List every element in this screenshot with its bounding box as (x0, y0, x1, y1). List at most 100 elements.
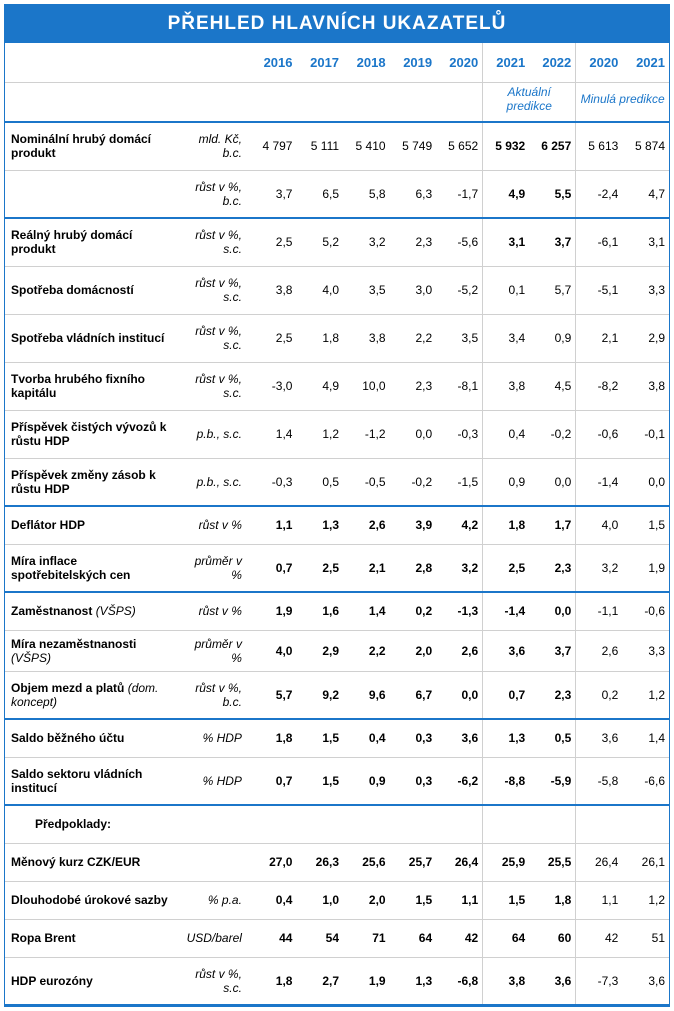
row-label-text: Příspěvek změny zásob k růstu HDP (11, 468, 156, 496)
cell: 1,0 (296, 881, 343, 919)
cell: 4,0 (296, 266, 343, 314)
cell: 42 (436, 919, 483, 957)
year-2020-prev: 2020 (576, 43, 623, 83)
table-row: Deflátor HDPrůst v %1,11,32,63,94,21,81,… (5, 506, 669, 544)
row-label-text: Reálný hrubý domácí produkt (11, 228, 132, 256)
row-label-suffix: (VŠPS) (11, 651, 51, 665)
cell: 0,9 (529, 314, 576, 362)
row-label: Příspěvek změny zásob k růstu HDP (5, 458, 177, 506)
cell: 3,8 (622, 362, 669, 410)
title-bar: PŘEHLED HLAVNÍCH UKAZATELŮ (5, 5, 669, 43)
cell: 3,1 (483, 218, 530, 266)
table-row: HDP eurozónyrůst v %, s.c.1,82,71,91,3-6… (5, 957, 669, 1005)
row-label-text: Tvorba hrubého fixního kapitálu (11, 372, 145, 400)
cell: -5,1 (576, 266, 623, 314)
cell: 2,0 (343, 881, 390, 919)
cell: 0,0 (529, 592, 576, 630)
cell: 27,0 (250, 843, 297, 881)
cell: 2,2 (390, 314, 437, 362)
cell: 3,8 (483, 362, 530, 410)
cell: 4,9 (483, 170, 530, 218)
year-2016: 2016 (250, 43, 297, 83)
cell: 3,7 (529, 630, 576, 671)
cell: 5 410 (343, 122, 390, 170)
year-2017: 2017 (296, 43, 343, 83)
cell: 5,7 (250, 671, 297, 719)
cell: 25,9 (483, 843, 530, 881)
cell: 2,3 (529, 671, 576, 719)
row-label-text: Měnový kurz CZK/EUR (11, 855, 140, 869)
cell: 6,3 (390, 170, 437, 218)
table-row: Příspěvek čistých vývozů k růstu HDPp.b.… (5, 410, 669, 458)
row-unit: růst v % (177, 592, 250, 630)
cell: 25,6 (343, 843, 390, 881)
row-label: Saldo běžného účtu (5, 719, 177, 757)
row-label-text: Saldo běžného účtu (11, 731, 124, 745)
cell: 1,3 (390, 957, 437, 1005)
row-label-text: Spotřeba vládních institucí (11, 331, 164, 345)
cell: 2,3 (529, 544, 576, 592)
header-blank-unit (177, 43, 250, 83)
cell: 0,3 (390, 757, 437, 805)
cell: 6,7 (390, 671, 437, 719)
cell: 1,9 (250, 592, 297, 630)
cell: 3,2 (343, 218, 390, 266)
cell: 0,7 (250, 544, 297, 592)
row-label: Saldo sektoru vládních institucí (5, 757, 177, 805)
cell: -6,2 (436, 757, 483, 805)
table-row: Příspěvek změny zásob k růstu HDPp.b., s… (5, 458, 669, 506)
cell: 2,2 (343, 630, 390, 671)
cell: 0,5 (296, 458, 343, 506)
cell: 3,1 (622, 218, 669, 266)
cell: 2,5 (296, 544, 343, 592)
cell: -0,6 (576, 410, 623, 458)
cell: 64 (483, 919, 530, 957)
cell: -0,3 (436, 410, 483, 458)
cell: 0,7 (483, 671, 530, 719)
table-row: Míra inflace spotřebitelských cenprůměr … (5, 544, 669, 592)
year-2020: 2020 (436, 43, 483, 83)
cell: 0,9 (483, 458, 530, 506)
cell: 1,3 (483, 719, 530, 757)
cell: 5 749 (390, 122, 437, 170)
cell: 6 257 (529, 122, 576, 170)
table-row: Objem mezd a platů (dom. koncept)růst v … (5, 671, 669, 719)
cell: 0,4 (250, 881, 297, 919)
row-label-suffix: (VŠPS) (96, 604, 136, 618)
indicators-table: 2016 2017 2018 2019 2020 2021 2022 2020 … (5, 43, 669, 1006)
cell: -1,1 (576, 592, 623, 630)
cell: -7,3 (576, 957, 623, 1005)
row-label-text: Zaměstnanost (11, 604, 96, 618)
cell (622, 805, 669, 843)
header-groups-row: Aktuální predikce Minulá predikce (5, 83, 669, 123)
table-header: 2016 2017 2018 2019 2020 2021 2022 2020 … (5, 43, 669, 122)
cell: 3,5 (343, 266, 390, 314)
cell: 2,5 (250, 218, 297, 266)
cell: 2,9 (296, 630, 343, 671)
row-unit: růst v %, s.c. (177, 266, 250, 314)
cell: 1,7 (529, 506, 576, 544)
sub-blank-unit (177, 83, 250, 123)
row-label: Nominální hrubý domácí produkt (5, 122, 177, 170)
row-label: Dlouhodobé úrokové sazby (5, 881, 177, 919)
row-label: Zaměstnanost (VŠPS) (5, 592, 177, 630)
table-row: Měnový kurz CZK/EUR27,026,325,625,726,42… (5, 843, 669, 881)
row-label: Ropa Brent (5, 919, 177, 957)
cell: -5,8 (576, 757, 623, 805)
cell: 1,5 (483, 881, 530, 919)
row-unit: mld. Kč, b.c. (177, 122, 250, 170)
cell: 0,2 (390, 592, 437, 630)
cell: 1,4 (343, 592, 390, 630)
cell: 1,1 (436, 881, 483, 919)
cell: 5,5 (529, 170, 576, 218)
cell: -0,2 (529, 410, 576, 458)
row-label-text: Předpoklady: (35, 817, 111, 831)
cell: 1,4 (622, 719, 669, 757)
year-2022-current: 2022 (529, 43, 576, 83)
row-label: Míra nezaměstnanosti (VŠPS) (5, 630, 177, 671)
cell: 3,3 (622, 266, 669, 314)
row-label: Objem mezd a platů (dom. koncept) (5, 671, 177, 719)
cell: 0,4 (483, 410, 530, 458)
cell: 5,7 (529, 266, 576, 314)
cell: 3,6 (436, 719, 483, 757)
